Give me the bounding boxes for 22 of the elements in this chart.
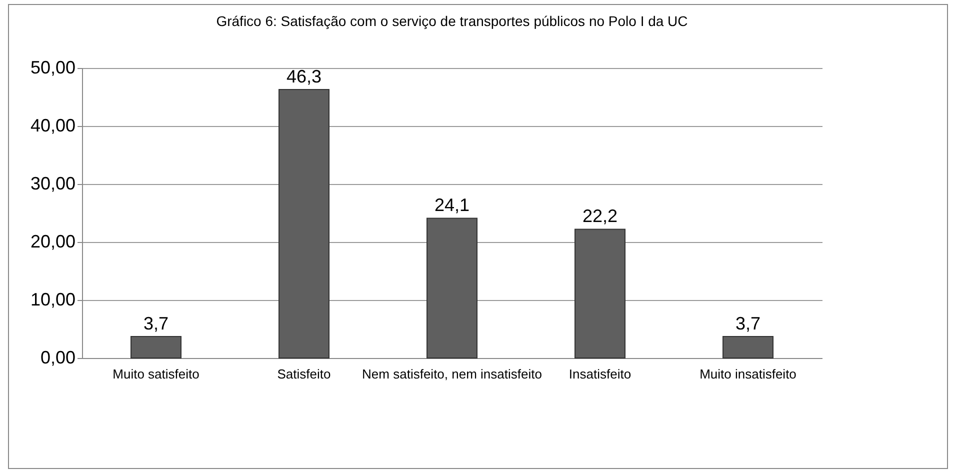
data-label: 3,7 [735,314,761,334]
data-label: 24,1 [434,195,470,216]
y-tick-label: 20,00 [30,232,76,252]
y-tick-label: 50,00 [30,58,76,78]
bar [574,228,626,358]
bar [130,336,182,358]
y-tick-label: 10,00 [30,290,76,310]
data-label: 46,3 [286,66,322,86]
bar [278,88,330,358]
bar [722,336,774,358]
x-tick-label: Muito insatisfeito [700,366,796,382]
data-label: 22,2 [582,206,618,226]
x-tick-label: Satisfeito [277,366,331,382]
data-label: 3,7 [143,314,169,334]
x-tick-label: Muito satisfeito [112,366,200,382]
bar [426,218,478,358]
x-tick-label: Insatisfeito [568,366,632,382]
y-tick-label: 0,00 [40,348,76,368]
x-tick-label: Nem satisfeito, nem insatisfeito [362,366,542,382]
y-tick-label: 40,00 [30,116,76,136]
chart-title: Gráfico 6: Satisfação com o serviço de transportes públicos no Polo I da UC [216,13,688,29]
y-tick-label: 30,00 [30,174,76,194]
